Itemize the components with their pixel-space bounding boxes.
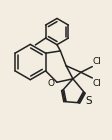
Text: O: O	[47, 79, 54, 88]
Text: S: S	[85, 96, 91, 106]
Text: Cl: Cl	[92, 57, 101, 66]
Text: Cl: Cl	[92, 79, 101, 88]
